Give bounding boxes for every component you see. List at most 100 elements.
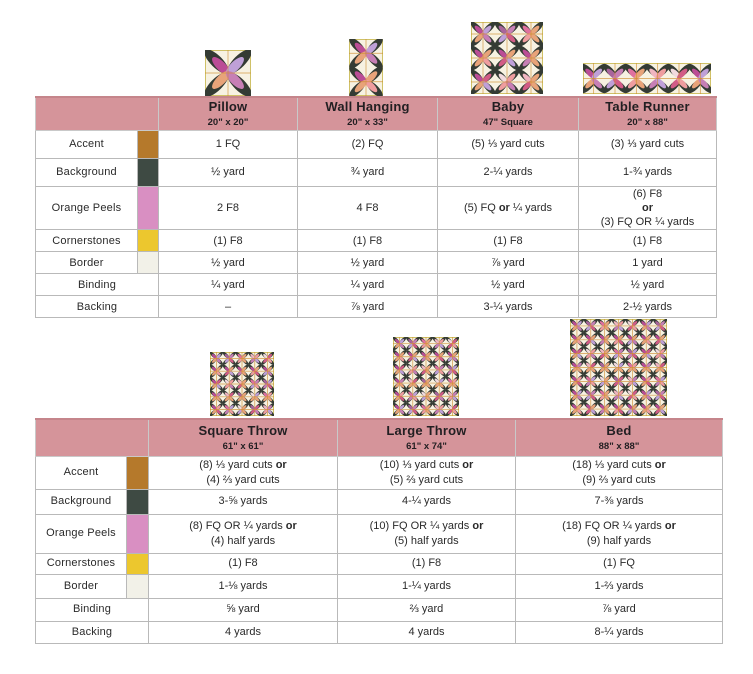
column-title: Large Throw: [386, 422, 467, 438]
table-row-binding: Binding ¼ yard ¼ yard ½ yard ½ yard: [35, 273, 717, 297]
column-header-wall-hanging: Wall Hanging 20" x 33": [297, 96, 438, 131]
row-label: Orange Peels: [35, 513, 127, 554]
bold-or-text: or: [285, 520, 297, 533]
cell-background-baby: 2-¼ yards: [437, 157, 579, 187]
table-row-accent: Accent (8) ⅓ yard cuts or (4) ⅔ yard cuts(…: [35, 455, 723, 490]
fabric-color-swatch: [137, 185, 159, 231]
table-row-background: Background 3-⅝ yards 4-¼ yards 7-⅜ yards: [35, 488, 723, 515]
cell-value-line: (18) FQ OR ¼ yards or: [562, 520, 676, 533]
cell-border-bed: 1-⅔ yards: [515, 573, 723, 599]
column-title: Bed: [606, 422, 632, 438]
bold-or-text: or: [654, 459, 666, 472]
cell-border-large-throw: 1-¼ yards: [337, 573, 516, 599]
cell-accent-large-throw: (10) ⅓ yard cuts or (5) ⅔ yard cuts: [337, 455, 516, 490]
cell-orange-peels-wall-hanging: 4 F8: [297, 185, 438, 231]
fabric-color-swatch: [126, 573, 149, 599]
column-header-table-runner: Table Runner 20" x 88": [578, 96, 717, 131]
cell-cornerstones-baby: (1) F8: [437, 229, 579, 253]
cell-accent-square-throw: (8) ⅓ yard cuts or (4) ⅔ yard cuts: [148, 455, 338, 490]
row-label: Backing: [35, 620, 149, 644]
cell-orange-peels-baby: (5) FQ or ¼ yards: [437, 185, 579, 231]
cell-value-line: (4) half yards: [210, 534, 276, 547]
cell-cornerstones-square-throw: (1) F8: [148, 552, 338, 575]
fabric-color-swatch: [137, 129, 159, 159]
column-header-baby: Baby 47" Square: [437, 96, 579, 131]
cell-value-line: (8) ⅓ yard cuts or: [199, 459, 287, 472]
cell-value-line: (8) FQ OR ¼ yards or: [189, 520, 297, 533]
cell-backing-pillow: –: [158, 295, 298, 319]
column-header-bed: Bed 88" x 88": [515, 418, 723, 457]
fabric-requirements-table-small-sizes: Pillow 20" x 20" Wall Hanging 20" x 33" Baby…: [35, 96, 717, 319]
cell-orange-peels-pillow: 2 F8: [158, 185, 298, 231]
row-label: Background: [35, 488, 127, 515]
cell-binding-baby: ½ yard: [437, 273, 579, 297]
column-title: Baby: [491, 98, 525, 114]
cell-cornerstones-wall-hanging: (1) F8: [297, 229, 438, 253]
row-label: Background: [35, 157, 138, 187]
header-corner-cell: [35, 96, 159, 131]
cell-orange-peels-bed: (18) FQ OR ¼ yards or (9) half yards: [515, 513, 723, 554]
column-dimensions: 61" x 74": [406, 440, 447, 452]
fabric-color-swatch: [126, 488, 149, 515]
fabric-color-swatch: [126, 455, 149, 490]
requirements-table: Pillow 20" x 20" Wall Hanging 20" x 33" Baby…: [35, 96, 717, 319]
cell-accent-wall-hanging: (2) FQ: [297, 129, 438, 159]
cell-orange-peels-square-throw: (8) FQ OR ¼ yards or (4) half yards: [148, 513, 338, 554]
requirements-table: Square Throw 61" x 61" Large Throw 61" x 74…: [35, 418, 723, 644]
cell-value-line: or: [583, 201, 712, 215]
row-label: Border: [35, 573, 127, 599]
column-title: Table Runner: [605, 98, 690, 114]
cell-backing-wall-hanging: ⅞ yard: [297, 295, 438, 319]
cell-value-line: (5) ⅔ yard cuts: [389, 473, 464, 486]
cell-cornerstones-bed: (1) FQ: [515, 552, 723, 575]
cell-border-wall-hanging: ½ yard: [297, 251, 438, 275]
cell-value-line: (4) ⅔ yard cuts: [206, 473, 280, 486]
cell-accent-table-runner: (3) ⅓ yard cuts: [578, 129, 717, 159]
cell-value-line: (9) half yards: [586, 534, 652, 547]
table-row-cornerstones: Cornerstones (1) F8 (1) F8 (1) F8 (1) F8: [35, 229, 717, 253]
header-corner-cell: [35, 418, 149, 457]
quilt-thumbnail-wall-hanging: [349, 39, 383, 96]
cell-border-baby: ⅞ yard: [437, 251, 579, 275]
table-row-orange-peels: Orange Peels (8) FQ OR ¼ yards or (4) half…: [35, 513, 723, 554]
quilt-thumbnail-square-throw: [210, 352, 274, 416]
bold-or-text: or: [664, 520, 676, 533]
cell-value-line: (18) ⅓ yard cuts or: [572, 459, 666, 472]
fabric-requirements-table-large-sizes: Square Throw 61" x 61" Large Throw 61" x 74…: [35, 418, 723, 644]
fabric-color-swatch: [137, 229, 159, 253]
table-row-backing: Backing – ⅞ yard 3-¼ yards 2-½ yards: [35, 295, 717, 319]
row-label: Cornerstones: [35, 229, 138, 253]
cell-backing-bed: 8-¼ yards: [515, 620, 723, 644]
table-row-cornerstones: Cornerstones (1) F8 (1) F8 (1) FQ: [35, 552, 723, 575]
row-label: Accent: [35, 455, 127, 490]
cell-cornerstones-table-runner: (1) F8: [578, 229, 717, 253]
cell-border-square-throw: 1-⅛ yards: [148, 573, 338, 599]
fabric-color-swatch: [137, 251, 159, 275]
column-header-square-throw: Square Throw 61" x 61": [148, 418, 338, 457]
table-row-background: Background ½ yard ¾ yard 2-¼ yards 1-¾ yards: [35, 157, 717, 187]
quilt-thumbnail-bed: [570, 319, 667, 416]
cell-backing-baby: 3-¼ yards: [437, 295, 579, 319]
cell-accent-bed: (18) ⅓ yard cuts or (9) ⅔ yard cuts: [515, 455, 723, 490]
row-label: Orange Peels: [35, 185, 138, 231]
table-row-binding: Binding ⅝ yard ⅔ yard ⅞ yard: [35, 597, 723, 622]
bold-or-text: or: [275, 459, 287, 472]
column-header-pillow: Pillow 20" x 20": [158, 96, 298, 131]
cell-backing-large-throw: 4 yards: [337, 620, 516, 644]
row-label: Backing: [35, 295, 159, 319]
cell-background-table-runner: 1-¾ yards: [578, 157, 717, 187]
cell-backing-table-runner: 2-½ yards: [578, 295, 717, 319]
cell-border-table-runner: 1 yard: [578, 251, 717, 275]
cell-value-line: (5) FQ or ¼ yards: [463, 201, 553, 214]
cell-border-pillow: ½ yard: [158, 251, 298, 275]
cell-value-line: (10) ⅓ yard cuts or: [379, 459, 474, 472]
cell-background-square-throw: 3-⅝ yards: [148, 488, 338, 515]
fabric-color-swatch: [126, 552, 149, 575]
column-dimensions: 47" Square: [483, 116, 533, 128]
row-label: Binding: [35, 273, 159, 297]
quilt-thumbnail-baby: [471, 22, 543, 94]
column-dimensions: 61" x 61": [222, 440, 264, 452]
row-label: Binding: [35, 597, 149, 622]
table-row-border: Border ½ yard ½ yard ⅞ yard 1 yard: [35, 251, 717, 275]
